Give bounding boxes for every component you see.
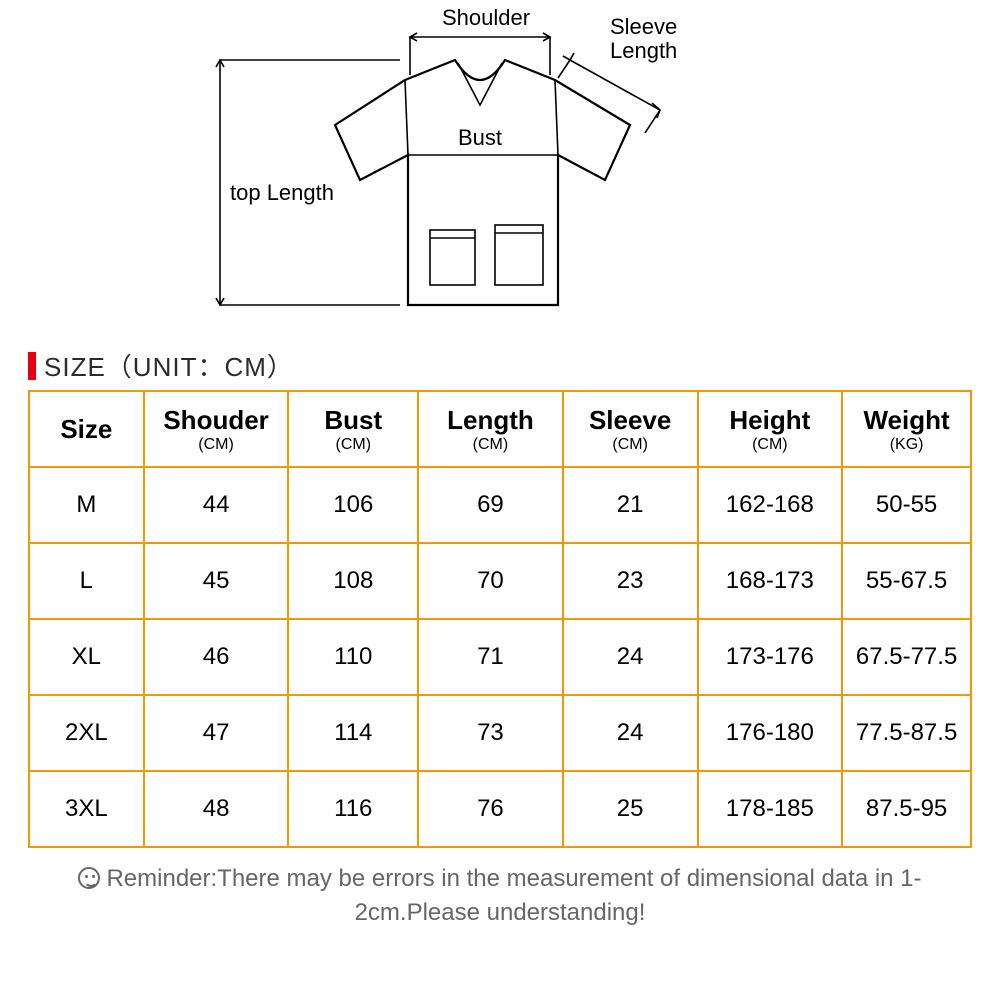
table-cell: 73 [418, 695, 563, 771]
shirt-icon [160, 5, 800, 340]
table-cell: 77.5-87.5 [842, 695, 971, 771]
size-table: SizeShouder(CM)Bust(CM)Length(CM)Sleeve(… [28, 390, 972, 848]
table-cell: 176-180 [698, 695, 843, 771]
table-cell: L [29, 543, 144, 619]
reminder-note: Reminder:There may be errors in the meas… [60, 862, 940, 929]
title-accent-bar [28, 352, 36, 380]
table-cell: 21 [563, 467, 698, 543]
section-title: SIZE（UNIT：CM） [28, 347, 294, 384]
table-cell: 45 [144, 543, 289, 619]
table-cell: 67.5-77.5 [842, 619, 971, 695]
label-bust: Bust [458, 125, 502, 151]
table-cell: 24 [563, 619, 698, 695]
title-text: SIZE（UNIT：CM） [44, 347, 294, 384]
reminder-text: Reminder:There may be errors in the meas… [106, 865, 921, 926]
table-row: M441066921162-16850-55 [29, 467, 971, 543]
table-cell: 71 [418, 619, 563, 695]
column-header: Sleeve(CM) [563, 391, 698, 467]
column-header: Bust(CM) [288, 391, 418, 467]
table-cell: M [29, 467, 144, 543]
table-row: 3XL481167625178-18587.5-95 [29, 771, 971, 847]
table-cell: 23 [563, 543, 698, 619]
table-cell: 114 [288, 695, 418, 771]
size-chart-card: Shoulder Sleeve Length Bust top Length S… [0, 0, 1000, 1000]
table-cell: 178-185 [698, 771, 843, 847]
table-cell: 44 [144, 467, 289, 543]
table-row: 2XL471147324176-18077.5-87.5 [29, 695, 971, 771]
table-cell: 168-173 [698, 543, 843, 619]
column-header: Height(CM) [698, 391, 843, 467]
label-top-length: top Length [230, 180, 334, 206]
table-row: L451087023168-17355-67.5 [29, 543, 971, 619]
table-cell: 55-67.5 [842, 543, 971, 619]
column-header: Weight(KG) [842, 391, 971, 467]
table-row: XL461107124173-17667.5-77.5 [29, 619, 971, 695]
table-cell: 87.5-95 [842, 771, 971, 847]
table-cell: 3XL [29, 771, 144, 847]
table-cell: XL [29, 619, 144, 695]
table-cell: 76 [418, 771, 563, 847]
table-cell: 173-176 [698, 619, 843, 695]
column-header: Size [29, 391, 144, 467]
table-cell: 116 [288, 771, 418, 847]
table-cell: 108 [288, 543, 418, 619]
table-cell: 48 [144, 771, 289, 847]
label-sleeve-length: Sleeve Length [610, 15, 677, 63]
smiley-icon [78, 867, 100, 889]
column-header: Shouder(CM) [144, 391, 289, 467]
table-cell: 25 [563, 771, 698, 847]
table-cell: 2XL [29, 695, 144, 771]
table-cell: 47 [144, 695, 289, 771]
table-cell: 70 [418, 543, 563, 619]
table-cell: 46 [144, 619, 289, 695]
label-shoulder: Shoulder [442, 5, 530, 31]
table-cell: 24 [563, 695, 698, 771]
table-cell: 106 [288, 467, 418, 543]
table-cell: 110 [288, 619, 418, 695]
table-cell: 50-55 [842, 467, 971, 543]
column-header: Length(CM) [418, 391, 563, 467]
table-cell: 162-168 [698, 467, 843, 543]
table-cell: 69 [418, 467, 563, 543]
shirt-measurement-diagram: Shoulder Sleeve Length Bust top Length [160, 5, 800, 340]
